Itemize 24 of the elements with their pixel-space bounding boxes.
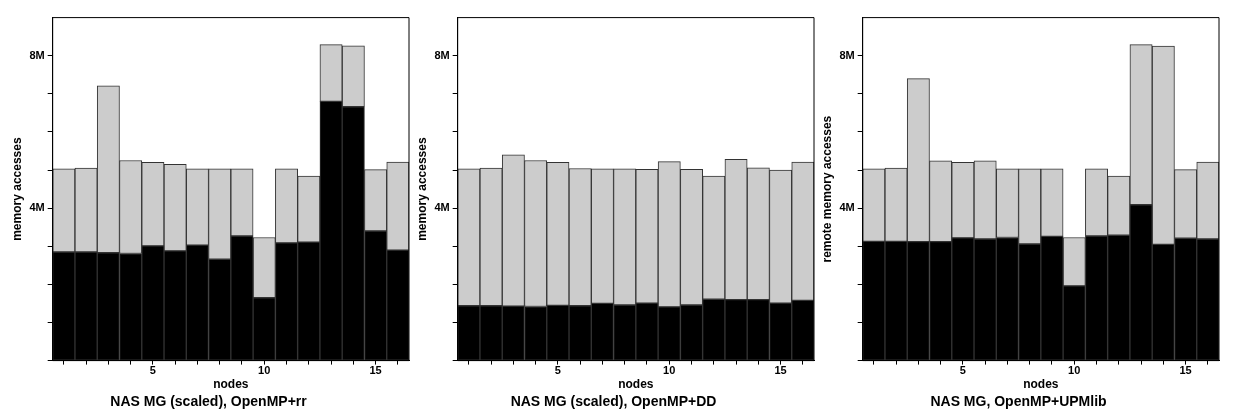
text: NAS MG (scaled), OpenMP+DD — [510, 393, 717, 410]
x-axis-title: nodes — [618, 377, 654, 392]
x-tick-label: 5 — [554, 364, 561, 377]
y-tick-label: 8M — [29, 48, 45, 61]
x-tick-label: 15 — [774, 364, 787, 377]
x-tick-label: 10 — [1068, 364, 1081, 377]
x-axis-title: nodes — [1023, 377, 1059, 392]
y-axis-title: remote memory accesses — [819, 115, 834, 263]
x-tick-label: 15 — [1179, 364, 1192, 377]
y-tick-label: 4M — [29, 201, 45, 214]
x-axis-title: nodes — [213, 377, 249, 392]
y-axis-title: memory accesses — [9, 137, 24, 241]
x-tick-label: 15 — [369, 364, 382, 377]
text: NAS MG, OpenMP+UPMlib — [930, 393, 1107, 410]
y-tick-label: 4M — [839, 201, 855, 214]
x-tick-label: 10 — [258, 364, 271, 377]
y-tick-label: 4M — [434, 201, 450, 214]
y-tick-label: 8M — [434, 48, 450, 61]
y-axis-title: memory accesses — [414, 137, 429, 241]
x-tick-label: 5 — [959, 364, 966, 377]
x-tick-label: 5 — [149, 364, 156, 377]
y-tick-label: 8M — [839, 48, 855, 61]
text: NAS MG (scaled), OpenMP+rr — [110, 393, 308, 410]
x-tick-label: 10 — [663, 364, 676, 377]
